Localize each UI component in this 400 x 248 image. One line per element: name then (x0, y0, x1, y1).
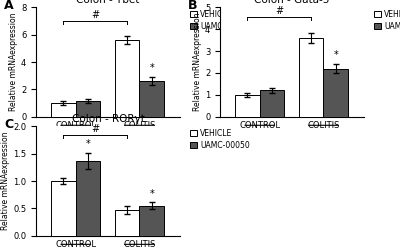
Bar (323, 68, 348, 117)
Text: *: * (86, 139, 90, 149)
Bar (139, 206, 164, 236)
Bar (115, 40, 139, 117)
Text: #: # (91, 10, 99, 20)
Bar (235, 95, 260, 117)
Y-axis label: Relative mRNAexpression: Relative mRNAexpression (193, 13, 202, 111)
Bar (115, 210, 139, 236)
Bar (139, 81, 164, 117)
Text: *: * (149, 63, 154, 73)
Text: *: * (149, 189, 154, 199)
Y-axis label: Relative mRNAexpression: Relative mRNAexpression (9, 13, 18, 111)
Legend: VEHICLE, UAMC-00050: VEHICLE, UAMC-00050 (190, 128, 251, 150)
Title: Colon - Gata-3: Colon - Gata-3 (254, 0, 330, 5)
Text: B: B (188, 0, 198, 12)
Legend: VEHICLE, UAMC-00050: VEHICLE, UAMC-00050 (190, 9, 251, 31)
Bar (260, 90, 284, 117)
Title: Colon - RORγt: Colon - RORγt (72, 114, 144, 124)
Y-axis label: Relative mRNAexpression: Relative mRNAexpression (1, 132, 10, 230)
Bar (76, 161, 100, 236)
Text: C: C (4, 118, 14, 131)
Bar (51, 103, 76, 117)
Text: A: A (4, 0, 14, 12)
Bar (76, 101, 100, 117)
Bar (51, 181, 76, 236)
Bar (299, 38, 323, 117)
Text: #: # (275, 6, 283, 16)
Title: Colon - Tbet: Colon - Tbet (76, 0, 140, 5)
Legend: VEHICLE, UAMC-00050: VEHICLE, UAMC-00050 (374, 9, 400, 31)
Text: #: # (91, 124, 99, 134)
Text: *: * (333, 51, 338, 61)
